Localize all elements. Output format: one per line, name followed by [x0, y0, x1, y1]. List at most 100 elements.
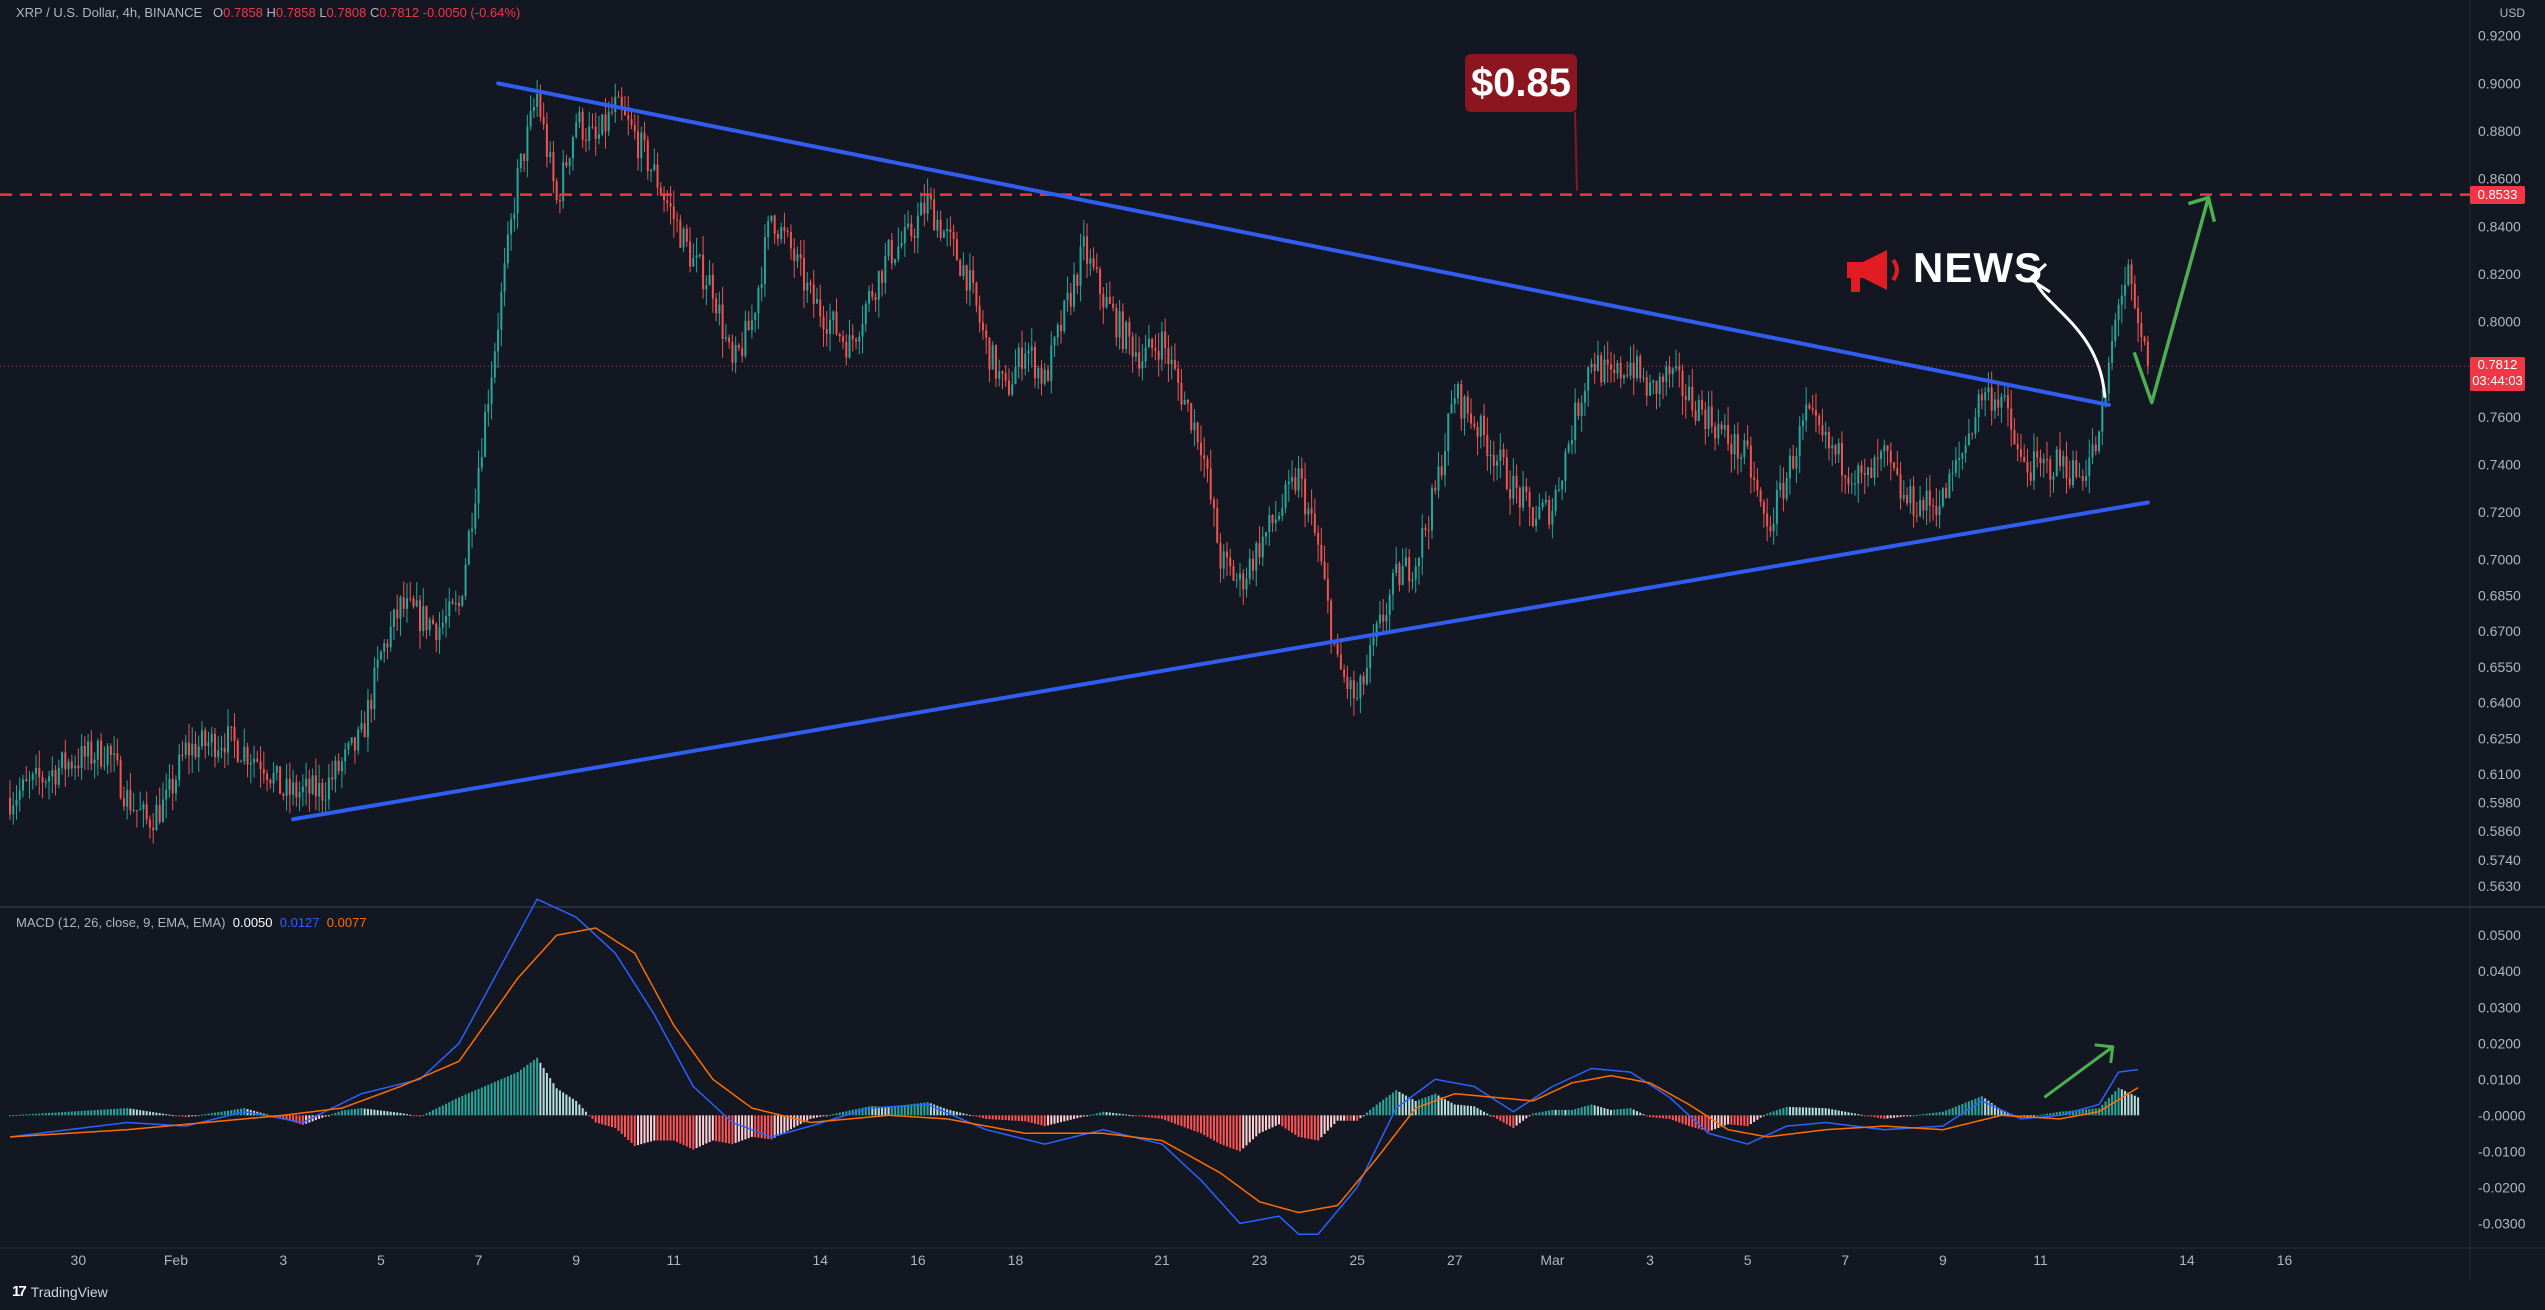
candle-up — [1665, 366, 1668, 383]
macd-tick-label: -0.0200 — [2478, 1179, 2526, 1195]
macd-histogram-bar — [233, 1109, 236, 1116]
candle-up — [1551, 511, 1554, 525]
candle-up — [467, 531, 470, 565]
macd-histogram-bar — [2130, 1094, 2133, 1116]
macd-histogram-bar — [1557, 1109, 1560, 1116]
macd-histogram-bar — [1372, 1107, 1375, 1116]
candle-up — [1014, 367, 1017, 385]
candle-down — [1336, 643, 1339, 655]
candle-down — [1131, 336, 1134, 357]
macd-histogram-bar — [1525, 1115, 1528, 1119]
candle-down — [1232, 566, 1235, 581]
macd-histogram-bar — [1186, 1115, 1189, 1129]
candle-down — [1678, 365, 1681, 371]
macd-histogram-bar — [1652, 1115, 1655, 1118]
brand[interactable]: 17 TradingView — [12, 1283, 108, 1300]
candle-down — [1762, 502, 1765, 514]
macd-histogram-bar — [2049, 1113, 2052, 1116]
candle-down — [1151, 338, 1154, 349]
candle-down — [985, 330, 988, 338]
macd-histogram-bar — [786, 1115, 789, 1131]
macd-histogram-bar — [929, 1103, 932, 1116]
candle-down — [458, 602, 461, 606]
candle-up — [848, 335, 851, 358]
macd-histogram-bar — [435, 1108, 438, 1116]
candle-down — [432, 619, 435, 624]
macd-histogram-bar — [1011, 1115, 1014, 1121]
macd-histogram-bar — [789, 1115, 792, 1130]
macd-histogram-bar — [1639, 1112, 1642, 1116]
macd-histogram-bar — [217, 1112, 220, 1116]
macd-histogram-bar — [376, 1110, 379, 1116]
macd-histogram-bar — [614, 1115, 617, 1128]
macd-histogram-bar — [350, 1109, 353, 1116]
macd-histogram-bar — [1040, 1115, 1043, 1126]
macd-histogram-bar — [298, 1115, 301, 1124]
macd-histogram-bar — [1476, 1108, 1479, 1116]
candle-down — [1203, 455, 1206, 459]
macd-histogram-bar — [1889, 1115, 1892, 1119]
candle-down — [2094, 444, 2097, 452]
macd-histogram-bar — [887, 1106, 890, 1116]
candle-down — [1199, 442, 1202, 456]
macd-histogram-bar — [1515, 1115, 1518, 1126]
macd-histogram-bar — [1727, 1115, 1730, 1125]
macd-histogram-bar — [617, 1115, 620, 1131]
candle-up — [2032, 451, 2035, 481]
symbol-header[interactable]: XRP / U.S. Dollar, 4h, BINANCE O0.7858 H… — [16, 5, 520, 20]
macd-histogram-bar — [425, 1113, 428, 1116]
macd-histogram-bar — [389, 1111, 392, 1116]
macd-histogram-bar — [1587, 1105, 1590, 1116]
macd-histogram-bar — [223, 1111, 226, 1116]
candle-down — [1317, 532, 1320, 545]
signal-value: 0.0127 — [279, 915, 320, 930]
macd-histogram-bar — [702, 1115, 705, 1146]
candle-up — [1457, 383, 1460, 399]
candle-up — [327, 777, 330, 800]
candle-up — [471, 528, 474, 532]
macd-histogram-bar — [637, 1115, 640, 1146]
candle-up — [87, 741, 90, 757]
macd-histogram-bar — [897, 1105, 900, 1116]
candle-down — [2146, 341, 2149, 367]
macd-histogram-bar — [1138, 1115, 1141, 1117]
candle-down — [1333, 643, 1336, 645]
macd-histogram-bar — [405, 1114, 408, 1116]
candle-down — [295, 782, 298, 798]
macd-histogram-bar — [428, 1111, 431, 1116]
open-value: 0.7858 — [223, 5, 263, 20]
candle-up — [1938, 506, 1941, 516]
candle-up — [1564, 451, 1567, 481]
macd-histogram-bar — [379, 1110, 382, 1116]
macd-legend[interactable]: MACD (12, 26, close, 9, EMA, EMA) 0.0050… — [16, 915, 367, 930]
macd-histogram-bar — [913, 1103, 916, 1116]
macd-histogram-bar — [588, 1115, 591, 1117]
candle-down — [171, 778, 174, 794]
macd-histogram-bar — [692, 1115, 695, 1150]
macd-histogram-bar — [38, 1113, 41, 1116]
candle-down — [83, 746, 86, 757]
candle-up — [1775, 489, 1778, 524]
macd-histogram-bar — [760, 1115, 763, 1139]
candle-down — [148, 819, 151, 828]
macd-histogram-bar — [718, 1115, 721, 1142]
macd-histogram-bar — [1733, 1115, 1736, 1125]
candle-up — [1307, 508, 1310, 515]
candle-down — [623, 108, 627, 116]
macd-title: MACD (12, 26, close, 9, EMA, EMA) — [16, 915, 226, 930]
macd-histogram-bar — [1967, 1101, 1970, 1116]
price-tick-label: 0.7400 — [2478, 456, 2521, 472]
macd-histogram-bar — [1632, 1109, 1635, 1116]
candle-up — [178, 754, 181, 780]
macd-histogram-bar — [549, 1078, 552, 1116]
macd-histogram-bar — [227, 1110, 230, 1116]
macd-histogram-bar — [1323, 1115, 1326, 1134]
macd-histogram-bar — [152, 1112, 155, 1116]
macd-histogram-bar — [1017, 1115, 1020, 1121]
candle-up — [1554, 490, 1557, 512]
macd-histogram-bar — [1095, 1113, 1098, 1116]
currency-label[interactable]: USD — [2499, 6, 2525, 20]
macd-histogram-bar — [1808, 1107, 1811, 1116]
candle-down — [1840, 442, 1843, 476]
